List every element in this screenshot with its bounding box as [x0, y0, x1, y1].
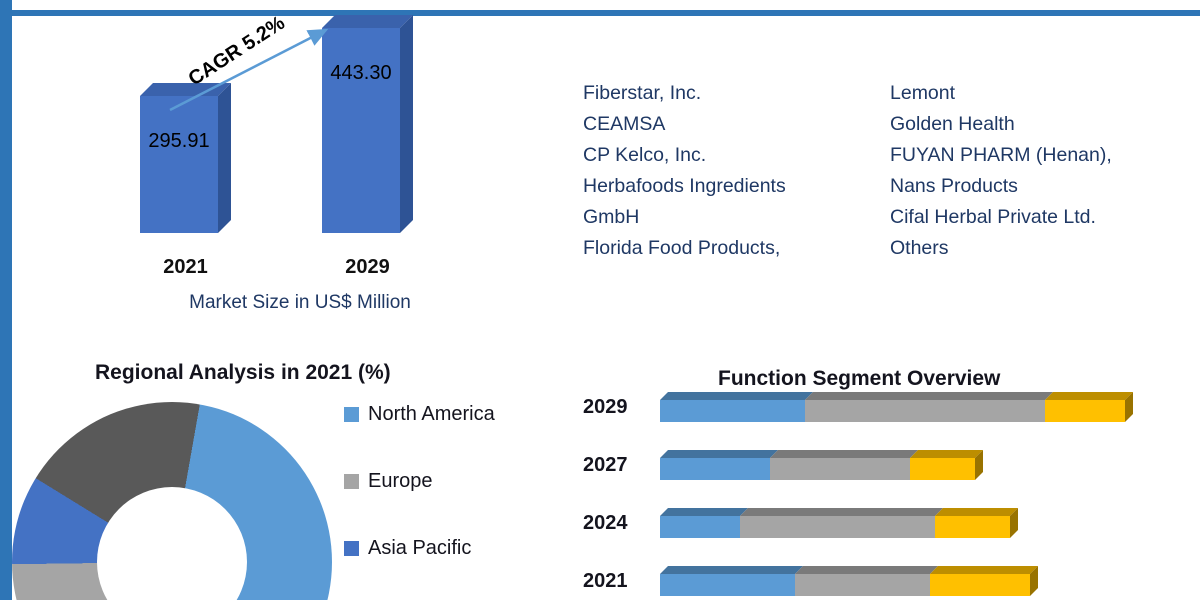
stacked-bar-year-label: 2029 — [583, 396, 628, 418]
donut-hole — [97, 487, 247, 600]
regional-analysis-title: Regional Analysis in 2021 (%) — [95, 361, 391, 385]
top-accent-stripe — [12, 10, 1200, 16]
stacked-bar — [660, 392, 1133, 422]
stacked-bar-year-label: 2024 — [583, 512, 628, 534]
company-name: CEAMSA — [583, 113, 666, 135]
bar-value-label: 295.91 — [148, 130, 210, 152]
stacked-bar-segment — [930, 566, 1038, 596]
legend-label: Europe — [368, 469, 433, 492]
stacked-segment-top-face — [740, 508, 943, 516]
stacked-segment-top-face — [660, 392, 813, 400]
left-accent-stripe — [0, 0, 12, 600]
legend-item: Europe — [344, 469, 495, 492]
legend-swatch — [344, 540, 359, 556]
stacked-bar-row: 2027 — [583, 448, 1198, 480]
company-name: Lemont — [890, 82, 956, 104]
bar-top-face — [322, 15, 413, 28]
bar-year-label: 2029 — [345, 256, 390, 278]
stacked-bar — [660, 508, 1018, 538]
stacked-segment-top-face — [910, 450, 983, 458]
stacked-bar — [660, 566, 1038, 596]
stacked-bar-segment — [910, 450, 983, 480]
stacked-bar-segment — [805, 392, 1053, 422]
function-segment-title: Function Segment Overview — [718, 367, 1001, 391]
market-chart-caption: Market Size in US$ Million — [189, 292, 411, 313]
stacked-segment-top-face — [1045, 392, 1133, 400]
stacked-bar-segment — [660, 450, 778, 480]
stacked-bar-segment — [1045, 392, 1133, 422]
stacked-segment-top-face — [660, 450, 778, 458]
legend-label: North America — [368, 402, 495, 425]
legend-swatch — [344, 406, 359, 422]
stacked-segment-top-face — [660, 566, 803, 574]
stacked-segment-top-face — [805, 392, 1053, 400]
bar-side-face — [400, 15, 413, 233]
legend-label: Asia Pacific — [368, 536, 472, 559]
company-name: FUYAN PHARM (Henan), — [890, 144, 1112, 166]
bar-top-face — [140, 83, 231, 96]
stacked-bar — [660, 450, 983, 480]
stacked-segment-top-face — [660, 508, 748, 516]
stacked-bar-year-label: 2027 — [583, 454, 628, 476]
company-name: Herbafoods Ingredients — [583, 175, 786, 197]
company-name: CP Kelco, Inc. — [583, 144, 707, 166]
bar-value-label: 443.30 — [330, 62, 392, 84]
stacked-bar-row: 2021 — [583, 564, 1198, 596]
market-bars-area: 295.91 2021 443.30 2029 — [100, 0, 480, 335]
legend-item: North America — [344, 402, 495, 425]
company-list-column-1: Fiberstar, Inc. CEAMSA CP Kelco, Inc. Herba… — [583, 78, 890, 264]
stacked-bar-row: 2024 — [583, 506, 1198, 538]
company-name: Fiberstar, Inc. — [583, 82, 702, 104]
function-segment-chart: 2029 2027 2024 2021 — [583, 390, 1198, 600]
stacked-segment-top-face — [795, 566, 938, 574]
company-name: Cifal Herbal Private Ltd. — [890, 206, 1096, 228]
key-players-list: Fiberstar, Inc. CEAMSA CP Kelco, Inc. Herba… — [583, 78, 1197, 264]
market-size-chart: 295.91 2021 443.30 2029 CAGR 5.2% Market Si… — [100, 0, 480, 335]
market-bar-3d — [322, 15, 413, 233]
company-name: Florida Food Products, — [583, 237, 781, 259]
stacked-bar-segment — [740, 508, 943, 538]
legend-item: Asia Pacific — [344, 536, 495, 559]
company-name: GmbH — [583, 206, 640, 228]
stacked-bar-row: 2029 — [583, 390, 1198, 422]
stacked-bar-segment — [660, 392, 813, 422]
regional-legend: North America Europe Asia Pacific — [344, 402, 495, 600]
stacked-bar-segment — [795, 566, 938, 596]
stacked-bar-segment — [660, 508, 748, 538]
company-name: Nans Products — [890, 175, 1018, 197]
company-list-column-2: Lemont Golden Health FUYAN PHARM (Henan), N… — [890, 78, 1197, 264]
regional-donut-chart — [12, 402, 332, 600]
stacked-segment-top-face — [935, 508, 1018, 516]
company-name: Golden Health — [890, 113, 1015, 135]
stacked-bar-segment — [935, 508, 1018, 538]
bar-year-label: 2021 — [163, 256, 208, 278]
stacked-bar-segment — [660, 566, 803, 596]
stacked-segment-top-face — [770, 450, 918, 458]
legend-swatch — [344, 473, 359, 489]
stacked-bar-segment — [770, 450, 918, 480]
stacked-segment-top-face — [930, 566, 1038, 574]
company-name: Others — [890, 237, 949, 259]
bar-side-face — [218, 83, 231, 233]
market-bar-3d — [140, 83, 231, 233]
stacked-bar-year-label: 2021 — [583, 570, 628, 592]
